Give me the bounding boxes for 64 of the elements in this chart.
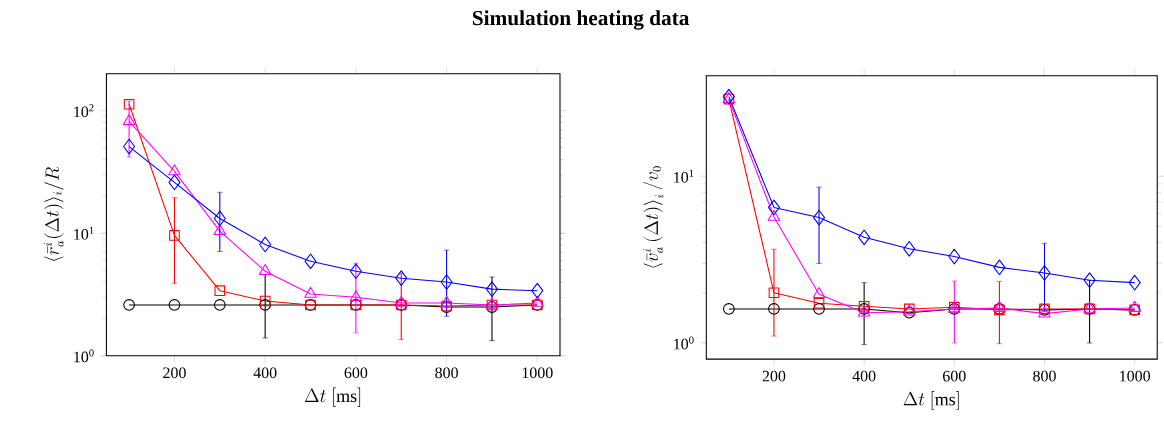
chart-title: Simulation heating data: [472, 10, 690, 30]
point: [123, 98, 135, 110]
x-tick-label: 800: [435, 367, 458, 379]
point: [122, 114, 136, 126]
y-tick-label: 10$^{0}$: [674, 336, 694, 350]
point: [259, 236, 272, 253]
point: [168, 174, 181, 191]
y-tick-label: 10$^{2}$: [74, 104, 94, 118]
point: [768, 287, 780, 299]
x-tick-label: 200: [762, 370, 786, 382]
x-tick-label: 200: [163, 367, 186, 379]
x-tick-label: 400: [253, 367, 277, 379]
x-tick-label: 1000: [1120, 370, 1151, 382]
point: [168, 164, 181, 176]
point: [1038, 265, 1051, 281]
point: [813, 297, 825, 309]
point: [349, 263, 362, 280]
y-axis-title: $\left\langle \bar{v}^{i}_{a}\left(\Delta t\right)\right\rangle_{i}/v_{0}$: [643, 166, 664, 268]
point: [767, 199, 780, 216]
point: [768, 303, 780, 315]
point: [123, 138, 136, 155]
point: [259, 299, 272, 311]
point: [214, 285, 226, 297]
point: [485, 281, 498, 297]
point: [213, 299, 226, 311]
point: [304, 286, 317, 298]
point: [1128, 300, 1141, 312]
point: [1128, 274, 1141, 291]
point: [123, 299, 135, 311]
point: [531, 282, 544, 299]
point: [903, 240, 916, 257]
point: [304, 253, 317, 270]
point: [813, 303, 825, 315]
x-axis-title: $\Delta t\ [\mathrm{ms}]$: [903, 390, 959, 411]
point: [531, 295, 544, 307]
point: [259, 295, 271, 307]
point: [213, 224, 227, 236]
point: [858, 229, 871, 246]
point: [723, 303, 735, 315]
point: [213, 210, 226, 227]
y-axis-title: $\langle \bar{r}^{i}_{a}(\Delta t)\rangle_{i}/R$: [43, 167, 64, 261]
x-tick-label: 800: [1033, 370, 1056, 382]
x-axis-title: $\Delta t\ [\mathrm{ms}]$: [304, 387, 361, 407]
y-tick-label: 10$^{1}$: [74, 226, 94, 240]
point: [813, 209, 826, 226]
point: [349, 290, 363, 302]
point: [1083, 272, 1096, 289]
x-tick-label: 400: [852, 370, 876, 382]
x-tick-label: 600: [344, 367, 368, 379]
x-tick-label: 1000: [522, 367, 553, 379]
point: [395, 270, 408, 287]
point: [168, 299, 181, 311]
point: [993, 259, 1006, 276]
point: [394, 295, 408, 307]
point: [169, 230, 180, 241]
point: [440, 295, 453, 307]
point: [440, 274, 453, 290]
y-tick-label: 10$^{0}$: [74, 349, 94, 363]
point: [767, 209, 781, 221]
point: [948, 248, 961, 265]
point: [812, 287, 826, 299]
y-tick-label: 10$^{1}$: [674, 169, 694, 183]
point: [258, 264, 272, 276]
x-tick-label: 600: [943, 370, 966, 382]
